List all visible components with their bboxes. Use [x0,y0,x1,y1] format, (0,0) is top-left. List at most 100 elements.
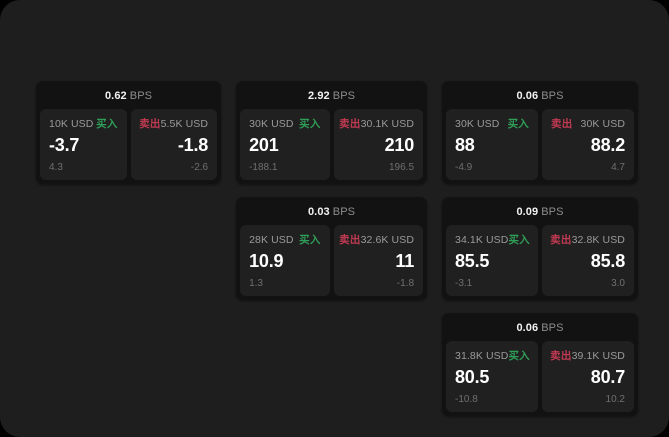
card-header: 2.92 BPS [240,87,423,109]
buy-price: 88 [455,135,475,155]
card-sides: 28K USD 买入 10.9 1.3 32.6K USD 卖出 11 -1.8 [240,225,424,296]
card-sides: 30K USD 买入 201 -188.1 30.1K USD 卖出 210 1… [240,109,424,180]
sell-tag-label: 卖出 [550,350,572,362]
buy-delta: -4.9 [455,162,473,173]
sell-delta: -2.6 [190,162,209,173]
buy-tag-label: 买入 [299,118,321,130]
bps-unit-label: BPS [129,90,153,102]
column-right: 0.06 BPS 30K USD 买入 88 -4.9 30K USD [442,81,638,416]
sell-side-header: 5.5K USD 卖出 [139,117,209,131]
sell-size-label: 32.6K USD [360,233,415,246]
buy-size-label: 30K USD [249,117,294,130]
sell-size-label: 39.1K USD [571,349,625,362]
sell-side-header: 39.1K USD 卖出 [550,349,625,363]
sell-tag-label: 卖出 [139,118,161,130]
buy-size-label: 10K USD [49,117,94,130]
card-sides: 31.8K USD 买入 80.5 -10.8 39.1K USD 卖出 80.… [446,341,634,412]
buy-tag-label: 买入 [508,350,530,362]
sell-size-label: 5.5K USD [160,117,209,130]
buy-delta: -188.1 [249,162,278,173]
sell-price: 11 [395,251,415,271]
bps-value: 0.62 [104,90,127,102]
buy-side[interactable]: 30K USD 买入 201 -188.1 [240,109,330,180]
sell-price: 210 [384,135,415,155]
card-header: 0.09 BPS [446,203,634,225]
sell-price: 80.7 [590,367,625,387]
buy-price: 10.9 [249,251,284,271]
card-header: 0.03 BPS [240,203,423,225]
buy-size-label: 30K USD [455,117,500,130]
quote-card[interactable]: 0.09 BPS 34.1K USD 买入 85.5 -3.1 32.8K USD [442,197,638,300]
sell-side[interactable]: 30.1K USD 卖出 210 196.5 [333,109,424,180]
card-sides: 10K USD 买入 -3.7 4.3 5.5K USD 卖出 -1.8 -2.… [40,109,218,180]
sell-side[interactable]: 39.1K USD 卖出 80.7 10.2 [542,341,634,412]
sell-side[interactable]: 32.8K USD 卖出 85.8 3.0 [542,225,634,296]
card-sides: 34.1K USD 买入 85.5 -3.1 32.8K USD 卖出 85.8… [446,225,634,296]
sell-size-label: 32.8K USD [571,233,625,246]
sell-delta: 196.5 [388,162,415,173]
bps-unit-label: BPS [541,90,564,102]
sell-side-header: 30K USD 卖出 [551,117,625,131]
sell-size-label: 30.1K USD [360,117,415,130]
sell-tag-label: 卖出 [551,118,573,130]
bps-value: 0.09 [516,206,539,218]
sell-delta: 10.2 [605,394,625,405]
buy-delta: -10.8 [455,394,478,405]
sell-tag-label: 卖出 [550,234,572,246]
sell-side[interactable]: 5.5K USD 卖出 -1.8 -2.6 [130,109,218,180]
buy-tag-label: 买入 [96,118,118,130]
buy-side-header: 30K USD 买入 [455,117,529,131]
buy-delta: -3.1 [455,278,473,289]
buy-side-header: 34.1K USD 买入 [455,233,530,247]
sell-price: -1.8 [177,135,209,155]
buy-size-label: 31.8K USD [455,349,509,362]
quote-card[interactable]: 0.06 BPS 30K USD 买入 88 -4.9 30K USD [442,81,638,184]
sell-side[interactable]: 30K USD 卖出 88.2 4.7 [542,109,634,180]
buy-side-header: 31.8K USD 买入 [455,349,530,363]
buy-size-label: 28K USD [249,233,294,246]
buy-price: 201 [249,135,279,155]
quote-card[interactable]: 0.06 BPS 31.8K USD 买入 80.5 -10.8 39.1K US… [442,313,638,416]
buy-price: 80.5 [455,367,490,387]
card-header: 0.62 BPS [40,87,217,109]
buy-delta: 1.3 [249,278,263,289]
buy-size-label: 34.1K USD [455,233,509,246]
buy-side-header: 10K USD 买入 [49,117,118,131]
sell-price: 88.2 [590,135,625,155]
quote-card[interactable]: 0.62 BPS 10K USD 买入 -3.7 4.3 5.5K USD [36,81,222,184]
sell-tag-label: 卖出 [339,234,361,246]
card-header: 0.06 BPS [446,87,634,109]
sell-delta: -1.8 [396,278,415,289]
buy-side-header: 28K USD 买入 [249,233,321,247]
quote-card[interactable]: 0.03 BPS 28K USD 买入 10.9 1.3 32.6K USD [236,197,427,300]
quote-card-grid: 0.62 BPS 10K USD 买入 -3.7 4.3 5.5K USD [36,81,638,416]
bps-value: 0.06 [516,90,539,102]
buy-side[interactable]: 28K USD 买入 10.9 1.3 [240,225,330,296]
sell-delta: 3.0 [611,278,625,289]
buy-tag-label: 买入 [299,234,321,246]
card-header: 0.06 BPS [446,319,634,341]
bps-unit-label: BPS [332,90,356,102]
buy-side[interactable]: 10K USD 买入 -3.7 4.3 [40,109,127,180]
buy-side-header: 30K USD 买入 [249,117,321,131]
buy-side[interactable]: 34.1K USD 买入 85.5 -3.1 [446,225,538,296]
column-middle: 2.92 BPS 30K USD 买入 201 -188.1 30.1K USD [236,81,427,300]
sell-side-header: 32.6K USD 卖出 [339,233,415,247]
card-sides: 30K USD 买入 88 -4.9 30K USD 卖出 88.2 4.7 [446,109,634,180]
sell-side-header: 32.8K USD 卖出 [550,233,625,247]
buy-side[interactable]: 30K USD 买入 88 -4.9 [446,109,538,180]
sell-side[interactable]: 32.6K USD 卖出 11 -1.8 [333,225,424,296]
buy-side[interactable]: 31.8K USD 买入 80.5 -10.8 [446,341,538,412]
quote-card[interactable]: 2.92 BPS 30K USD 买入 201 -188.1 30.1K USD [236,81,427,184]
buy-tag-label: 买入 [507,118,529,130]
bps-unit-label: BPS [541,206,564,218]
sell-tag-label: 卖出 [339,118,361,130]
buy-price: 85.5 [455,251,490,271]
buy-price: -3.7 [49,135,80,155]
sell-price: 85.8 [590,251,625,271]
sell-delta: 4.7 [611,162,625,173]
sell-size-label: 30K USD [580,117,625,130]
buy-delta: 4.3 [49,162,63,173]
column-left: 0.62 BPS 10K USD 买入 -3.7 4.3 5.5K USD [36,81,222,184]
